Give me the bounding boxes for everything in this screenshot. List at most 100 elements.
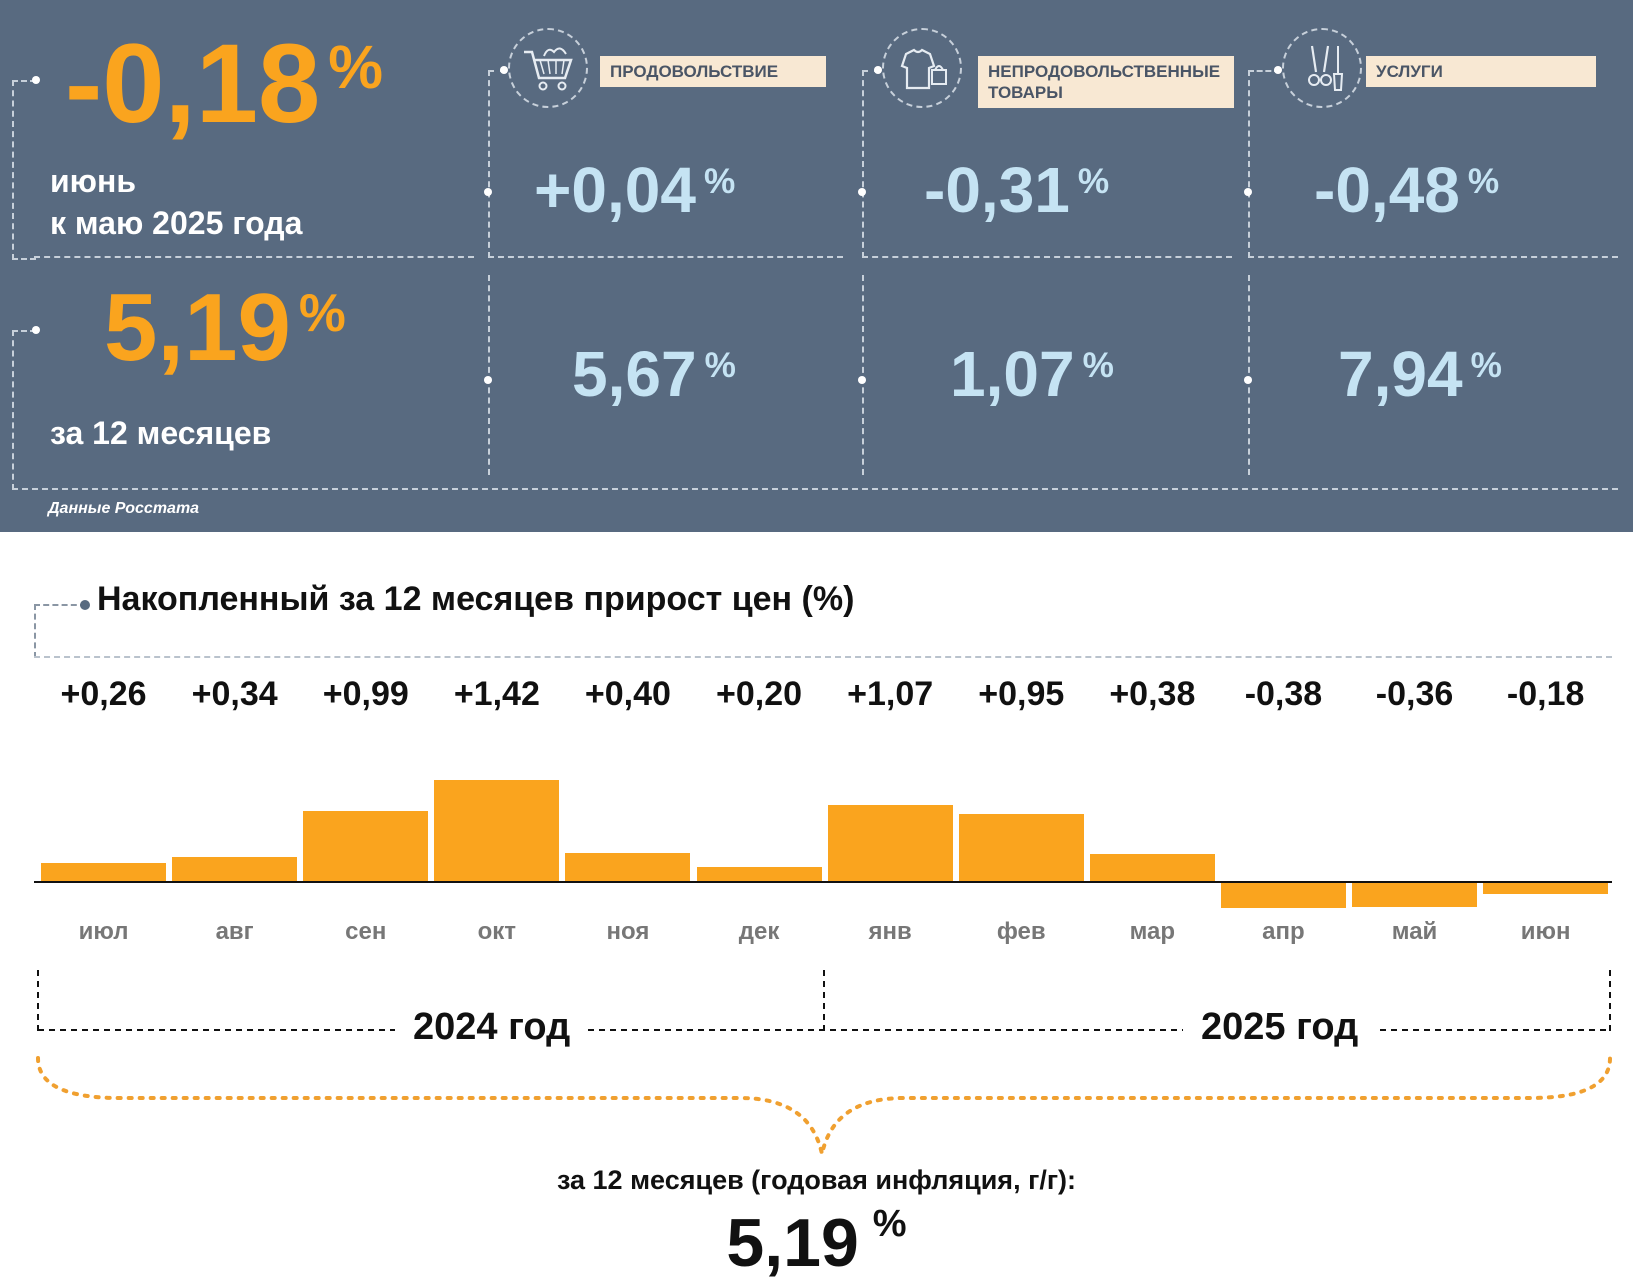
month-label-янв: янв	[868, 918, 912, 945]
annual-label: за 12 месяцев	[50, 415, 272, 451]
bar-янв	[827, 805, 953, 881]
connector-dot	[1244, 376, 1252, 384]
category-divider-3	[1248, 256, 1618, 258]
value-label-янв: +1,07	[847, 675, 934, 713]
bar-ноя	[565, 852, 691, 881]
services-annual-unit: %	[1470, 345, 1502, 385]
chart-title-underline	[34, 656, 1612, 658]
bar-июл	[41, 862, 167, 881]
monthly-bracket	[12, 80, 36, 260]
annual-value-number: 5,19	[104, 274, 291, 381]
bar-сен	[303, 810, 429, 881]
connector-dot	[32, 76, 40, 84]
food-monthly-number: +0,04	[534, 154, 696, 226]
month-label-апр: апр	[1262, 918, 1305, 945]
food-monthly-value: +0,04%	[534, 158, 735, 222]
category-divider-2	[862, 256, 1232, 258]
monthly-value-unit: %	[328, 33, 384, 103]
value-label-фев: +0,95	[978, 675, 1065, 713]
category-annual-line-1	[488, 275, 490, 475]
category-annual-line-3	[1248, 275, 1250, 475]
month-label-май: май	[1391, 918, 1438, 945]
value-label-июл: +0,26	[60, 675, 147, 713]
year-brackets	[36, 970, 1612, 1155]
summary-panel: -0,18% июнь к маю 2025 года 5,19% за 12 …	[0, 0, 1633, 532]
bar-дек	[696, 866, 822, 881]
year-label-2024: 2024 год	[395, 1006, 589, 1049]
connector-dot	[874, 66, 882, 74]
monthly-label-line2: к маю 2025 года	[50, 205, 303, 241]
connector-dot	[858, 376, 866, 384]
food-annual-number: 5,67	[572, 338, 697, 410]
bar-авг	[172, 856, 298, 881]
connector-dot	[32, 326, 40, 334]
bottom-divider-line	[12, 488, 1618, 490]
category-label-food: ПРОДОВОЛЬСТВИЕ	[600, 56, 826, 87]
value-label-сен: +0,99	[322, 675, 409, 713]
services-monthly-unit: %	[1467, 161, 1500, 201]
annual-inflation-value: 5,19%	[0, 1205, 1633, 1277]
food-annual-unit: %	[704, 345, 736, 385]
month-label-фев: фев	[996, 918, 1046, 945]
connector-dot	[858, 188, 866, 196]
month-label-сен: сен	[345, 918, 387, 945]
nonfood-annual-unit: %	[1082, 345, 1114, 385]
annual-bracket	[12, 330, 36, 490]
monthly-label-line1: июнь	[50, 163, 136, 199]
bar-июн	[1483, 881, 1609, 894]
category-bracket-3	[1248, 70, 1280, 258]
annual-value: 5,19%	[104, 280, 346, 376]
monthly-value: -0,18%	[65, 28, 383, 140]
month-label-мар: мар	[1129, 918, 1176, 945]
nonfood-monthly-unit: %	[1077, 161, 1110, 201]
month-label-июл: июл	[78, 918, 129, 945]
year-label-2025: 2025 год	[1183, 1006, 1377, 1049]
category-divider-1	[488, 256, 843, 258]
services-annual-number: 7,94	[1338, 338, 1463, 410]
category-bracket-2	[862, 70, 880, 258]
nonfood-monthly-number: -0,31	[924, 154, 1070, 226]
connector-dot	[484, 188, 492, 196]
category-label-nonfood: НЕПРОДОВОЛЬСТВЕННЫЕ ТОВАРЫ	[978, 56, 1234, 108]
services-monthly-number: -0,48	[1314, 154, 1460, 226]
category-label-services: УСЛУГИ	[1366, 56, 1596, 87]
nonfood-monthly-value: -0,31%	[924, 158, 1109, 222]
monthly-value-number: -0,18	[65, 21, 321, 146]
value-label-окт: +1,42	[453, 675, 540, 713]
connector-dot	[500, 66, 508, 74]
value-label-мар: +0,38	[1109, 675, 1196, 713]
connector-dot	[1274, 66, 1282, 74]
connector-dot	[484, 376, 492, 384]
bar-окт	[434, 780, 560, 881]
chart-title-bracket	[34, 604, 86, 658]
scissors-brush-icon	[1282, 28, 1362, 108]
divider-line	[34, 256, 474, 258]
value-label-май: -0,36	[1375, 675, 1454, 713]
value-label-дек: +0,20	[716, 675, 803, 713]
month-label-авг: авг	[215, 918, 254, 945]
food-monthly-unit: %	[703, 161, 736, 201]
chart-title: Накопленный за 12 месяцев прирост цен (%…	[97, 580, 855, 618]
bar-апр	[1220, 881, 1346, 908]
category-annual-line-2	[862, 275, 864, 475]
month-label-июн: июн	[1520, 918, 1571, 945]
value-label-авг: +0,34	[191, 675, 278, 713]
bar-май	[1352, 881, 1478, 907]
month-label-окт: окт	[477, 918, 517, 945]
bar-мар	[1089, 854, 1215, 881]
chart-title-dot	[80, 600, 90, 610]
nonfood-annual-value: 1,07%	[950, 342, 1114, 406]
source-note: Данные Росстата	[48, 500, 200, 517]
chart-baseline	[34, 881, 1612, 883]
bar-фев	[958, 813, 1084, 881]
shopping-cart-icon	[508, 28, 588, 108]
annual-inflation-number: 5,19	[726, 1205, 859, 1281]
services-annual-value: 7,94%	[1338, 342, 1502, 406]
services-monthly-value: -0,48%	[1314, 158, 1499, 222]
annual-caption: за 12 месяцев (годовая инфляция, г/г):	[556, 1165, 1077, 1195]
clothing-bag-icon	[882, 28, 962, 108]
category-bracket-1	[488, 70, 506, 258]
month-label-дек: дек	[738, 918, 780, 945]
food-annual-value: 5,67%	[572, 342, 736, 406]
value-label-апр: -0,38	[1244, 675, 1323, 713]
